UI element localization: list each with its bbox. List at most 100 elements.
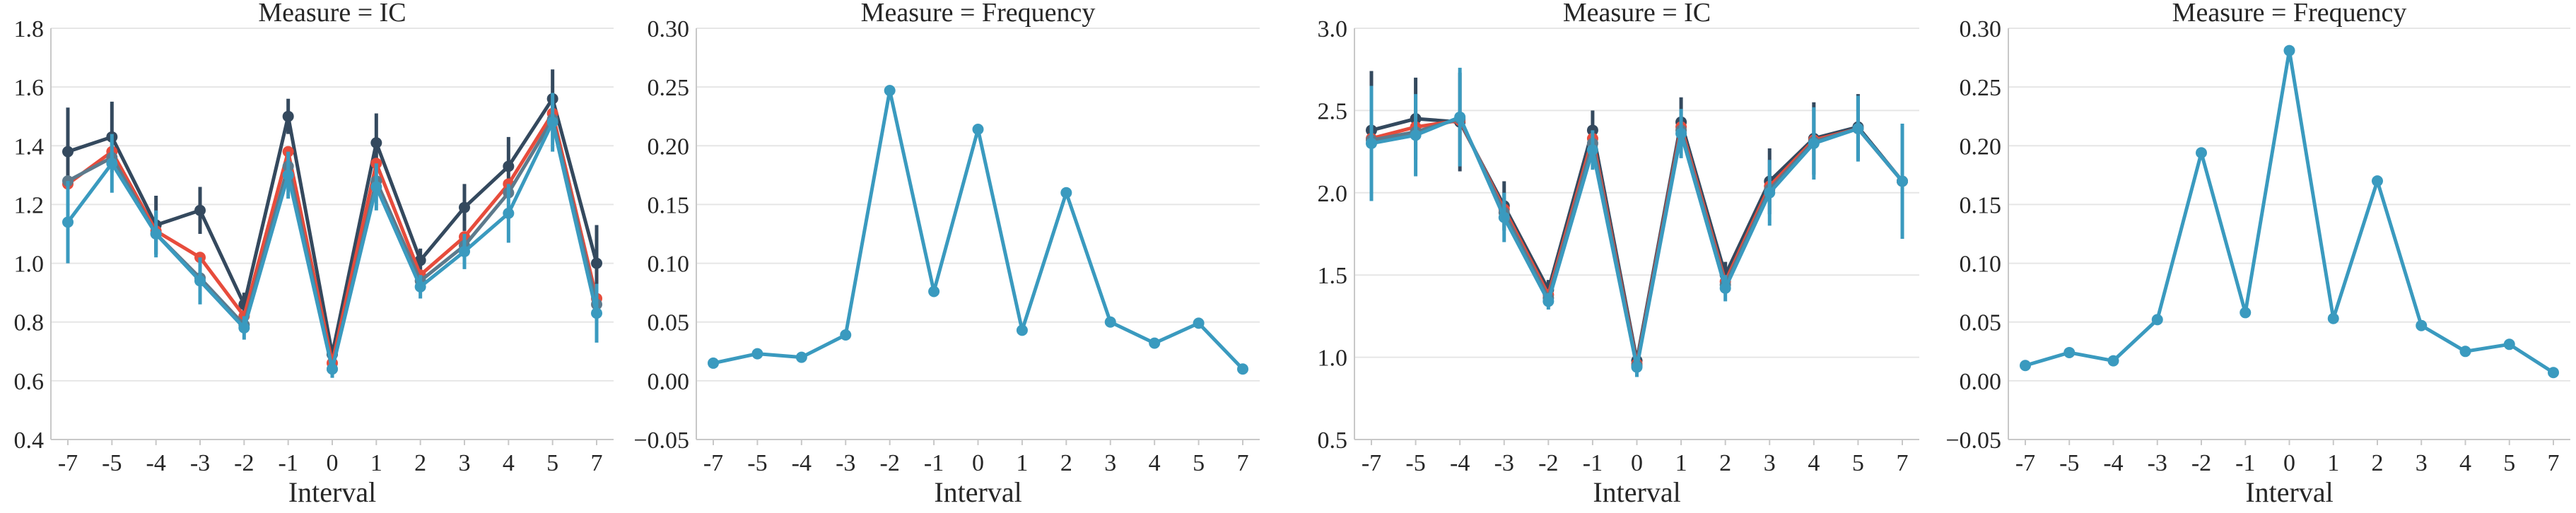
x-tick-label: 1 — [2327, 450, 2339, 476]
y-tick-label: 2.5 — [1318, 98, 1348, 124]
x-tick-label: 3 — [2416, 450, 2428, 476]
series-series-blue — [62, 93, 602, 378]
data-point — [972, 124, 984, 136]
y-tick-label: 3.0 — [1318, 16, 1348, 42]
x-tick-label: -3 — [836, 450, 855, 476]
y-tick-label: −0.05 — [633, 428, 689, 454]
x-axis-label: Interval — [2245, 476, 2333, 508]
data-point — [282, 169, 294, 181]
series-line — [1371, 115, 1904, 370]
x-tick-label: 0 — [972, 450, 984, 476]
y-tick-label: 0.10 — [1960, 252, 2002, 278]
data-point — [2020, 360, 2031, 372]
y-tick-label: 0.8 — [14, 310, 45, 336]
x-tick-label: -2 — [234, 450, 254, 476]
data-point — [194, 204, 206, 216]
data-point — [414, 281, 426, 293]
x-tick-label: 7 — [1897, 450, 1909, 476]
x-axis-label: Interval — [934, 476, 1021, 508]
panel-title: Measure = Frequency — [861, 0, 1096, 28]
data-point — [1454, 111, 1466, 123]
data-point — [2416, 319, 2428, 331]
data-point — [1542, 295, 1555, 307]
y-tick-label: 1.2 — [14, 192, 45, 218]
series-line — [1371, 117, 1904, 367]
series-series-slate — [62, 113, 602, 375]
series-line — [66, 117, 599, 371]
y-tick-label: 0.00 — [1960, 369, 2002, 395]
x-tick-label: 3 — [1104, 450, 1116, 476]
data-point — [2063, 346, 2076, 358]
x-tick-label: 7 — [591, 450, 603, 476]
data-point — [459, 201, 470, 213]
y-tick-label: 0.25 — [1960, 75, 2002, 101]
data-point — [106, 158, 118, 170]
data-point — [1366, 137, 1377, 149]
x-tick-label: -2 — [1538, 450, 1558, 476]
data-point — [1237, 363, 1248, 375]
panel-title: Measure = IC — [1563, 0, 1711, 28]
x-tick-label: -5 — [747, 450, 767, 476]
y-tick-label: 0.30 — [1960, 16, 2002, 42]
x-tick-label: 7 — [2548, 450, 2560, 476]
data-point — [370, 137, 382, 149]
series-line — [1371, 118, 1904, 366]
data-point — [1897, 175, 1908, 187]
series-line — [1371, 117, 1904, 362]
x-tick-label: 2 — [1719, 450, 1731, 476]
data-point — [2548, 367, 2559, 379]
data-point — [2196, 147, 2207, 159]
data-point — [1852, 123, 1864, 135]
data-point — [2283, 45, 2295, 57]
x-tick-label: 2 — [414, 450, 426, 476]
y-tick-label: 0.4 — [14, 428, 45, 454]
y-tick-label: 0.5 — [1318, 428, 1348, 454]
y-tick-label: 0.20 — [1960, 134, 2002, 160]
data-point — [751, 348, 763, 360]
series-series-red — [1366, 114, 1908, 370]
x-tick-label: 4 — [2459, 450, 2471, 476]
x-tick-label: -5 — [102, 450, 122, 476]
x-tick-label: 0 — [327, 450, 339, 476]
data-point — [503, 207, 515, 219]
data-point — [2503, 338, 2515, 350]
x-tick-label: -1 — [1583, 450, 1603, 476]
data-point — [1764, 187, 1776, 199]
data-point — [327, 363, 338, 375]
panel-frequency-right: Measure = Frequency Interval −0.05 0.00 0.… — [1945, 0, 2570, 508]
data-point — [459, 245, 470, 257]
y-tick-label: −0.05 — [1945, 428, 2001, 454]
data-point — [840, 329, 852, 341]
data-point — [2372, 175, 2383, 187]
x-tick-label: 1 — [370, 450, 382, 476]
data-point — [1675, 127, 1687, 139]
y-tick-label: 1.0 — [14, 252, 45, 278]
panel-ic-right: Measure = IC Interval 0.5 1.0 1.5 2.0 2.5 3.0… — [1318, 0, 1919, 508]
y-tick-label: 0.15 — [1960, 192, 2002, 218]
data-point — [1016, 324, 1028, 336]
y-tick-label: 0.15 — [648, 192, 690, 218]
data-point — [1498, 211, 1510, 223]
panel-frequency-left: Measure = Frequency Interval −0.05 0.00 0.… — [633, 0, 1260, 508]
x-tick-label: 2 — [2372, 450, 2384, 476]
panel-title: Measure = Frequency — [2172, 0, 2407, 28]
series-line — [66, 120, 599, 371]
x-tick-label: 4 — [1149, 450, 1161, 476]
data-point — [1808, 137, 1820, 149]
x-tick-label: -3 — [1494, 450, 1514, 476]
x-axis-label: Interval — [1593, 476, 1680, 508]
x-tick-label: -4 — [146, 450, 166, 476]
x-tick-label: 1 — [1675, 450, 1687, 476]
x-tick-label: 3 — [459, 450, 471, 476]
x-tick-label: 4 — [503, 450, 515, 476]
data-point — [370, 181, 382, 193]
series-series-dark — [1366, 71, 1908, 371]
data-point — [1586, 144, 1598, 156]
y-tick-label: 0.30 — [648, 16, 690, 42]
y-tick-label: 1.4 — [14, 134, 45, 160]
data-point — [2151, 314, 2163, 326]
x-tick-label: -3 — [2148, 450, 2167, 476]
data-point — [150, 228, 162, 240]
x-axis-label: Interval — [288, 476, 376, 508]
